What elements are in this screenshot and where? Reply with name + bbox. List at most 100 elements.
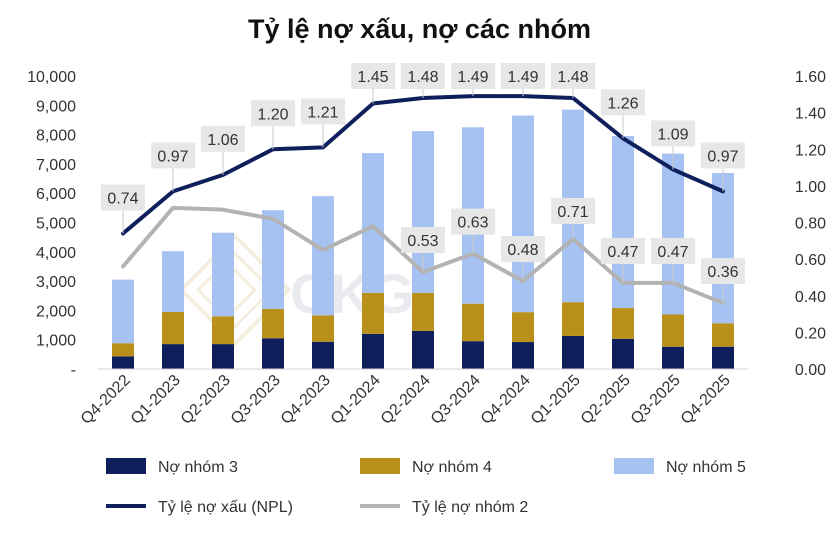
data-label-ty-le-no-xau-npl-q3-2025: 1.09 xyxy=(657,126,688,143)
data-label-box-ty-le-no-xau-npl-q3-2024 xyxy=(451,63,495,89)
y-right-tick-label: 1.00 xyxy=(795,179,826,196)
data-label-box-ty-le-no-nhom-2-q2-2025 xyxy=(601,237,645,264)
bar-no-nhom-3-q4-2024 xyxy=(512,342,534,369)
data-label-box-ty-le-no-xau-npl-q4-2024 xyxy=(501,63,545,89)
legend-label-no-nhom-3: Nợ nhóm 3 xyxy=(158,459,238,476)
data-label-box-ty-le-no-xau-npl-q4-2025 xyxy=(701,142,745,169)
chart-title: Tỷ lệ nợ xấu, nợ các nhóm xyxy=(248,14,591,44)
y-left-tick-label: 1,000 xyxy=(36,333,76,350)
data-label-ty-le-no-xau-npl-q2-2023: 1.06 xyxy=(207,132,238,149)
y-left-tick-label: 5,000 xyxy=(36,216,76,233)
bar-no-nhom-4-q4-2025 xyxy=(712,323,734,347)
x-tick-label-q4-2025: Q4-2025 xyxy=(678,372,734,428)
data-label-ty-le-no-xau-npl-q1-2024: 1.45 xyxy=(357,69,388,86)
bar-no-nhom-3-q1-2025 xyxy=(562,335,584,369)
data-label-ty-le-no-nhom-2-q4-2025: 0.36 xyxy=(707,264,738,281)
bar-no-nhom-4-q2-2025 xyxy=(612,308,634,339)
data-label-ty-le-no-xau-npl-q3-2024: 1.49 xyxy=(457,69,488,86)
bar-no-nhom-5-q2-2025 xyxy=(612,136,634,309)
x-tick-label-q1-2024: Q1-2024 xyxy=(328,372,384,428)
bar-no-nhom-4-q4-2024 xyxy=(512,312,534,343)
bar-no-nhom-3-q4-2023 xyxy=(312,341,334,369)
data-label-box-ty-le-no-nhom-2-q2-2024 xyxy=(401,226,445,253)
watermark-text: CKG xyxy=(290,262,414,325)
y-left-tick-label: 8,000 xyxy=(36,128,76,145)
bar-no-nhom-4-q3-2024 xyxy=(462,303,484,342)
data-label-ty-le-no-xau-npl-q4-2025: 0.97 xyxy=(707,148,738,165)
y-right-tick-label: 0.20 xyxy=(795,325,826,342)
x-tick-label-q2-2025: Q2-2025 xyxy=(578,372,634,428)
legend-label-ty-le-no-xau-npl: Tỷ lệ nợ xấu (NPL) xyxy=(158,499,293,516)
bar-no-nhom-3-q4-2025 xyxy=(712,346,734,369)
bar-no-nhom-3-q2-2025 xyxy=(612,338,634,369)
x-tick-label-q1-2025: Q1-2025 xyxy=(528,372,584,428)
data-label-box-ty-le-no-xau-npl-q3-2023 xyxy=(251,100,295,127)
data-label-ty-le-no-xau-npl-q2-2024: 1.48 xyxy=(407,69,438,86)
legend-label-no-nhom-5: Nợ nhóm 5 xyxy=(666,459,746,476)
bar-no-nhom-5-q4-2025 xyxy=(712,172,734,324)
y-right-tick-label: 0.60 xyxy=(795,252,826,269)
bar-no-nhom-3-q2-2024 xyxy=(412,330,434,369)
data-label-box-ty-le-no-xau-npl-q4-2022 xyxy=(101,184,145,211)
y-left-tick-label: 3,000 xyxy=(36,274,76,291)
y-left-tick-label: 6,000 xyxy=(36,186,76,203)
bar-no-nhom-4-q2-2024 xyxy=(412,292,434,331)
data-label-ty-le-no-xau-npl-q2-2025: 1.26 xyxy=(607,95,638,112)
y-right-tick-label: 0.40 xyxy=(795,289,826,306)
data-label-box-ty-le-no-xau-npl-q4-2023 xyxy=(301,98,345,125)
data-label-box-ty-le-no-xau-npl-q2-2023 xyxy=(201,125,245,152)
bar-no-nhom-3-q2-2023 xyxy=(212,344,234,369)
bar-no-nhom-5-q1-2024 xyxy=(362,153,384,293)
y-left-tick-label: 10,000 xyxy=(27,69,76,86)
data-label-box-ty-le-no-nhom-2-q1-2025 xyxy=(551,197,595,224)
bar-no-nhom-5-q4-2024 xyxy=(512,115,534,313)
data-label-box-ty-le-no-xau-npl-q3-2025 xyxy=(651,120,695,147)
x-tick-label-q3-2025: Q3-2025 xyxy=(628,372,684,428)
data-label-box-ty-le-no-xau-npl-q2-2024 xyxy=(401,63,445,89)
bar-no-nhom-5-q1-2023 xyxy=(162,251,184,312)
data-label-ty-le-no-nhom-2-q4-2024: 0.48 xyxy=(507,242,538,259)
bar-no-nhom-4-q1-2025 xyxy=(562,302,584,336)
data-label-box-ty-le-no-xau-npl-q1-2025 xyxy=(551,63,595,89)
x-tick-label-q4-2024: Q4-2024 xyxy=(478,372,534,428)
bar-no-nhom-3-q3-2025 xyxy=(662,346,684,369)
data-label-ty-le-no-nhom-2-q3-2025: 0.47 xyxy=(657,244,688,261)
data-label-box-ty-le-no-xau-npl-q1-2024 xyxy=(351,63,395,89)
data-label-box-ty-le-no-nhom-2-q3-2024 xyxy=(451,208,495,235)
bar-no-nhom-4-q4-2022 xyxy=(112,343,134,357)
bar-no-nhom-4-q4-2023 xyxy=(312,315,334,342)
x-tick-label-q2-2023: Q2-2023 xyxy=(178,372,234,428)
data-label-ty-le-no-nhom-2-q2-2024: 0.53 xyxy=(407,233,438,250)
bar-no-nhom-3-q3-2023 xyxy=(262,338,284,369)
y-left-tick-label: - xyxy=(71,362,76,379)
x-tick-label-q4-2023: Q4-2023 xyxy=(278,372,334,428)
bar-no-nhom-5-q4-2022 xyxy=(112,279,134,344)
bar-no-nhom-3-q3-2024 xyxy=(462,341,484,369)
data-label-ty-le-no-xau-npl-q1-2025: 1.48 xyxy=(557,69,588,86)
legend-label-no-nhom-4: Nợ nhóm 4 xyxy=(412,459,492,476)
data-label-ty-le-no-xau-npl-q4-2024: 1.49 xyxy=(507,69,538,86)
data-label-ty-le-no-nhom-2-q1-2025: 0.71 xyxy=(557,204,588,221)
legend-swatch-no-nhom-5 xyxy=(614,458,654,474)
x-tick-label-q3-2023: Q3-2023 xyxy=(228,372,284,428)
bar-no-nhom-5-q4-2023 xyxy=(312,196,334,316)
legend-label-ty-le-no-nhom-2: Tỷ lệ nợ nhóm 2 xyxy=(412,499,528,516)
bar-no-nhom-4-q3-2025 xyxy=(662,314,684,347)
bar-no-nhom-5-q3-2023 xyxy=(262,210,284,309)
bar-no-nhom-3-q1-2024 xyxy=(362,333,384,369)
bar-no-nhom-4-q2-2023 xyxy=(212,316,234,345)
legend-swatch-no-nhom-3 xyxy=(106,458,146,474)
data-label-ty-le-no-xau-npl-q3-2023: 1.20 xyxy=(257,106,288,123)
bar-no-nhom-5-q3-2025 xyxy=(662,153,684,315)
bar-no-nhom-4-q3-2023 xyxy=(262,308,284,339)
x-tick-label-q4-2022: Q4-2022 xyxy=(78,372,134,428)
data-label-box-ty-le-no-xau-npl-q2-2025 xyxy=(601,89,645,116)
x-tick-label-q2-2024: Q2-2024 xyxy=(378,372,434,428)
data-label-ty-le-no-nhom-2-q3-2024: 0.63 xyxy=(457,215,488,232)
x-tick-label-q3-2024: Q3-2024 xyxy=(428,372,484,428)
data-label-ty-le-no-xau-npl-q4-2023: 1.21 xyxy=(307,104,338,121)
bar-no-nhom-3-q1-2023 xyxy=(162,344,184,369)
bar-no-nhom-4-q1-2023 xyxy=(162,311,184,345)
legend-swatch-no-nhom-4 xyxy=(360,458,400,474)
